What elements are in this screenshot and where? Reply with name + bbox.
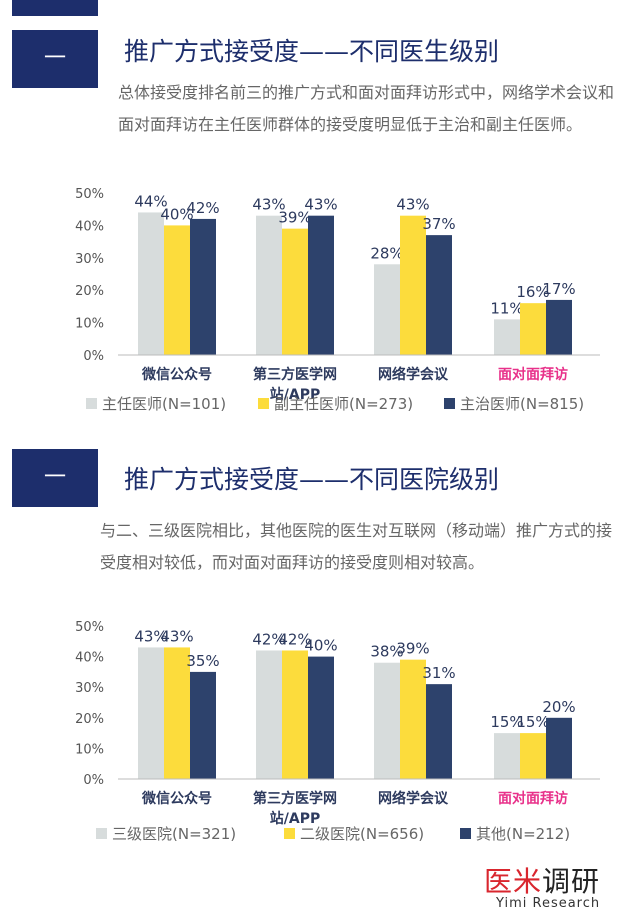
data-label: 42% — [252, 630, 285, 648]
section-description: 与二、三级医院相比，其他医院的医生对互联网（移动端）推广方式的接受度相对较低，而… — [100, 521, 613, 572]
bar — [256, 215, 282, 355]
section-badge: 一 — [12, 30, 98, 88]
y-tick-label: 40% — [75, 651, 104, 666]
legend-label: 副主任医师(N=273) — [274, 395, 413, 413]
legend-label: 其他(N=212) — [476, 825, 570, 843]
y-tick-label: 40% — [75, 219, 104, 234]
section-title: 推广方式接受度——不同医生级别 — [124, 37, 500, 66]
data-label: 37% — [422, 215, 455, 233]
bar — [374, 264, 400, 355]
legend-label: 主任医师(N=101) — [102, 395, 226, 413]
logo-cn-part2: 调研 — [542, 865, 601, 898]
data-label: 43% — [134, 627, 167, 645]
category-label: 微信公众号 — [141, 366, 212, 383]
legend-label: 主治医师(N=815) — [460, 395, 584, 413]
y-tick-label: 10% — [75, 742, 104, 757]
category-label: 站/APP — [270, 810, 320, 827]
data-label: 15% — [490, 713, 523, 731]
y-tick-label: 30% — [75, 252, 104, 267]
data-label: 11% — [490, 299, 523, 317]
data-label: 43% — [252, 196, 285, 214]
category-label: 站/APP — [270, 386, 320, 403]
bar-chart-doctor-level: 0%10%20%30%40%50% 44% 43%28%11%40% 39%43%16… — [75, 187, 600, 413]
bar — [520, 303, 546, 355]
data-label: 42% — [278, 630, 311, 648]
bar — [426, 684, 452, 779]
section-title: 推广方式接受度——不同医院级别 — [124, 465, 500, 494]
legend-swatch — [86, 398, 97, 409]
category-label: 网络学会议 — [378, 790, 449, 807]
bar — [546, 299, 572, 355]
logo-cn-part1: 医米 — [484, 865, 543, 898]
category-label: 网络学会议 — [378, 366, 449, 383]
legend-swatch — [258, 398, 269, 409]
legend-swatch — [460, 828, 471, 839]
y-tick-label: 10% — [75, 317, 104, 332]
bar — [494, 319, 520, 355]
bar — [520, 733, 546, 779]
y-tick-label: 30% — [75, 681, 104, 696]
category-label: 第三方医学网 — [253, 790, 337, 807]
data-label: 44% — [134, 192, 167, 210]
data-label: 20% — [542, 698, 575, 716]
bar — [190, 671, 216, 779]
section-description: 总体接受度排名前三的推广方式和面对面拜访形式中，网络学术会议和面对面拜访在主任医… — [118, 83, 615, 134]
bar — [308, 215, 334, 355]
top-decor-strip — [12, 0, 98, 16]
data-label: 28% — [370, 244, 403, 262]
y-tick-label: 20% — [75, 284, 104, 299]
category-label: 第三方医学网 — [253, 366, 337, 383]
data-label: 43% — [396, 196, 429, 214]
bar — [190, 218, 216, 355]
y-tick-label: 20% — [75, 712, 104, 727]
bar — [256, 650, 282, 779]
legend-swatch — [284, 828, 295, 839]
legend-swatch — [444, 398, 455, 409]
bar-chart-hospital-level: 0% 10% 20% 30% 40% 50% 43% 42% 38% 15% 43% 42% 39% 15… — [75, 620, 600, 843]
data-label: 31% — [422, 664, 455, 682]
legend-label: 二级医院(N=656) — [300, 825, 424, 843]
data-label: 40% — [304, 637, 337, 655]
data-label: 39% — [278, 209, 311, 227]
bar — [282, 650, 308, 779]
category-label: 面对面拜访 — [498, 790, 568, 807]
bar — [308, 656, 334, 779]
data-label: 42% — [186, 199, 219, 217]
y-tick-label: 0% — [83, 773, 104, 788]
data-label: 43% — [160, 627, 193, 645]
bar — [164, 647, 190, 779]
y-tick-label: 50% — [75, 187, 104, 202]
bar — [426, 235, 452, 355]
bar — [164, 225, 190, 355]
bar — [494, 733, 520, 779]
bar — [374, 662, 400, 779]
data-label: 43% — [304, 196, 337, 214]
y-tick-label: 50% — [75, 620, 104, 635]
logo-en: Yimi Research — [496, 896, 601, 911]
bar — [400, 215, 426, 355]
data-label: 39% — [396, 640, 429, 658]
bar — [400, 659, 426, 779]
legend-label: 三级医院(N=321) — [112, 825, 236, 843]
bar — [138, 212, 164, 355]
category-label: 面对面拜访 — [498, 366, 568, 383]
data-label: 16% — [516, 283, 549, 301]
data-label: 40% — [160, 205, 193, 223]
category-label: 微信公众号 — [141, 790, 212, 807]
bar — [282, 228, 308, 355]
data-label: 35% — [186, 652, 219, 670]
data-label: 15% — [516, 713, 549, 731]
section-badge: 一 — [12, 449, 98, 507]
bar — [138, 647, 164, 779]
bar — [546, 717, 572, 779]
data-label: 17% — [542, 280, 575, 298]
y-tick-label: 0% — [83, 349, 104, 364]
brand-logo: 医米调研 — [484, 860, 600, 900]
legend-swatch — [96, 828, 107, 839]
data-label: 38% — [370, 643, 403, 661]
